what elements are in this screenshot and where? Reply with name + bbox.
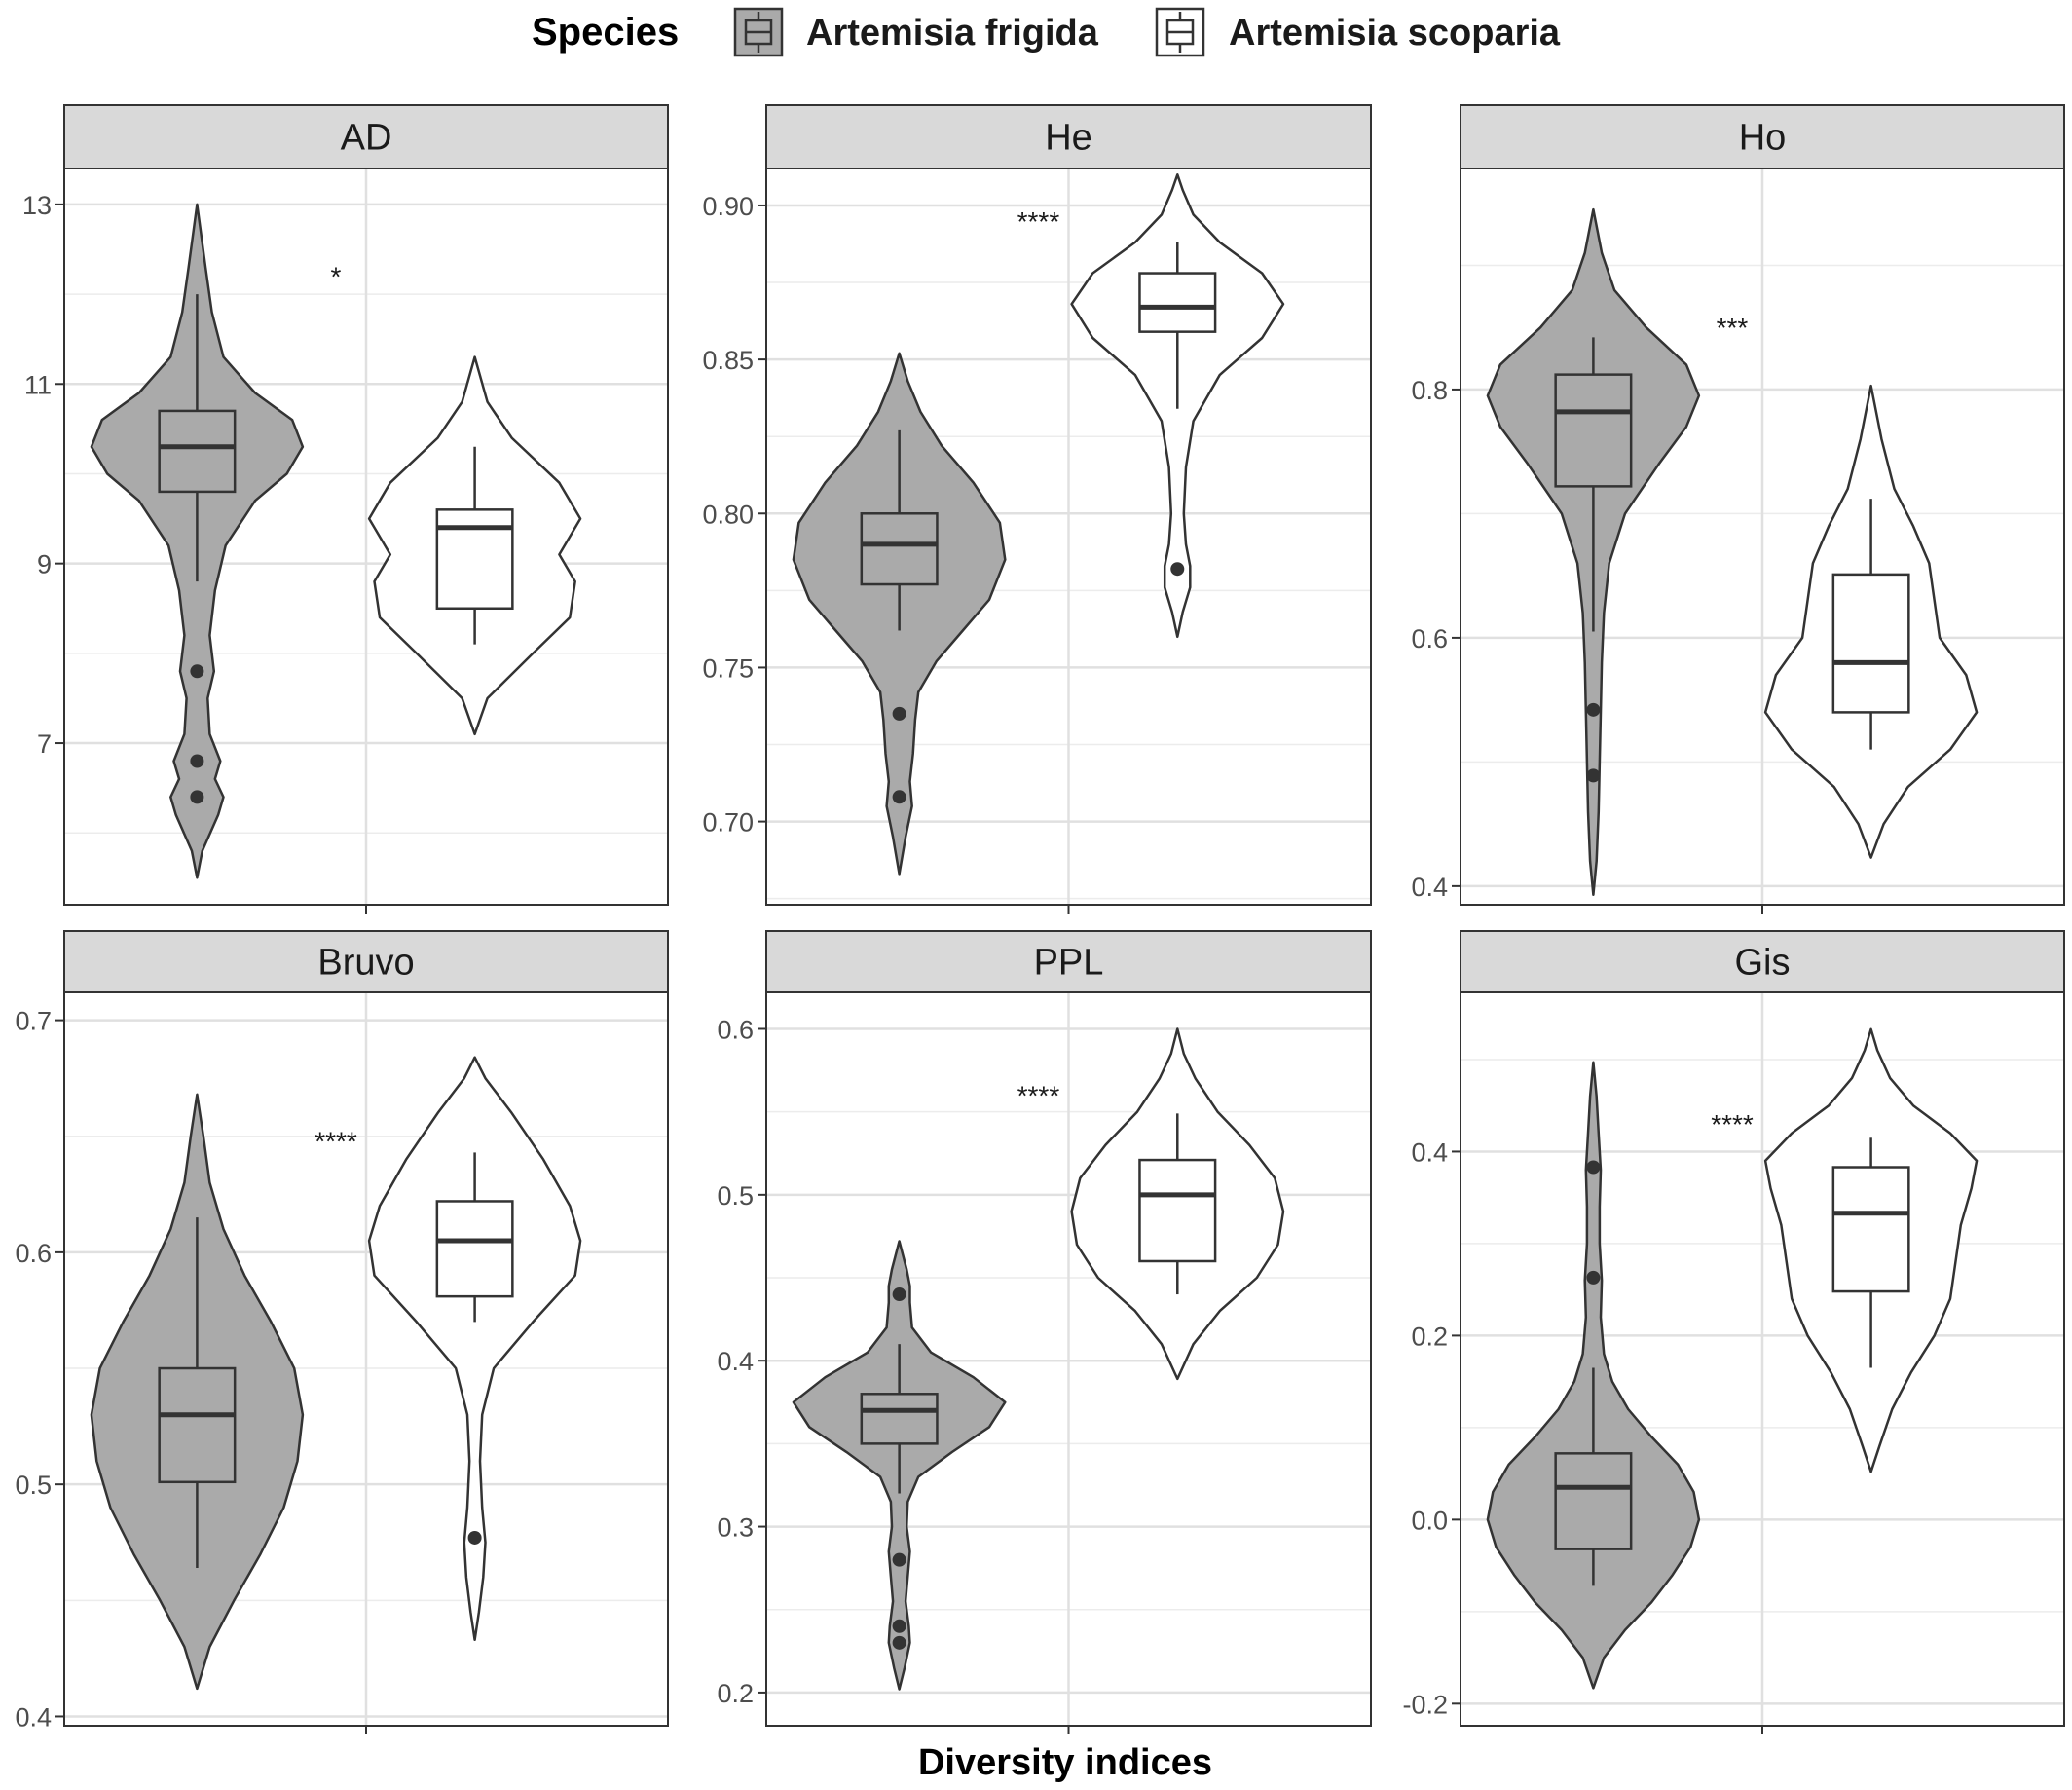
significance-label: * xyxy=(331,262,342,292)
outlier-point xyxy=(190,790,204,804)
y-tick-label: 0.7 xyxy=(15,1007,52,1036)
box xyxy=(435,1200,514,1298)
strip-bruvo xyxy=(63,930,669,993)
panel-ppl: **** PPL 0.2 0.3 0.4 0.5 0.6 xyxy=(717,930,1372,1734)
series-artemisia-frigida xyxy=(90,1093,305,1691)
box xyxy=(860,512,939,586)
panel-ho: *** Ho 0.4 0.6 0.8 xyxy=(1411,104,2065,914)
series-artemisia-scoparia xyxy=(1763,384,1979,859)
outlier-point xyxy=(892,790,906,804)
strip-ho xyxy=(1460,104,2065,169)
legend-key-artemisia-frigida xyxy=(733,7,784,57)
box xyxy=(1138,272,1217,333)
outlier-point xyxy=(1586,1270,1601,1285)
outlier-point xyxy=(892,1635,906,1650)
y-tick-label: 0.70 xyxy=(702,808,754,838)
y-tick-label: 0.4 xyxy=(1411,873,1448,902)
y-tick-label: 0.5 xyxy=(15,1471,52,1500)
outlier-point xyxy=(892,1287,906,1302)
y-tick-label: 0.5 xyxy=(717,1181,754,1211)
y-tick-label: 0.4 xyxy=(717,1347,754,1376)
outlier-point xyxy=(1586,768,1601,783)
y-tick-label: 0.75 xyxy=(702,653,754,683)
y-tick-label: 0.2 xyxy=(1411,1322,1448,1351)
box xyxy=(158,409,237,494)
y-tick-label: 0.6 xyxy=(1411,624,1448,653)
y-tick-label: 0.8 xyxy=(1411,376,1448,405)
strip-ad xyxy=(63,104,669,169)
box xyxy=(435,508,514,611)
violin xyxy=(367,1056,582,1642)
y-tick-label: 0.90 xyxy=(702,192,754,221)
strip-label: Ho xyxy=(1739,118,1787,159)
panels: * AD 7 9 11 13 **** He 0.70 0.75 0.80 0.85 0.90 *** Ho… xyxy=(15,104,2065,1734)
y-tick-label: 0.6 xyxy=(15,1239,52,1268)
y-tick-label: 0.2 xyxy=(717,1679,754,1708)
y-tick-label: 0.6 xyxy=(717,1015,754,1044)
box xyxy=(1832,1166,1910,1293)
strip-he xyxy=(765,104,1372,169)
x-axis-title: Diversity indices xyxy=(918,1742,1212,1783)
strip-label: PPL xyxy=(1034,943,1104,984)
legend-key-artemisia-scoparia xyxy=(1155,7,1205,57)
outlier-point xyxy=(190,754,204,768)
y-tick-label: 0.4 xyxy=(15,1702,52,1732)
legend-label-artemisia-scoparia: Artemisia scoparia xyxy=(1229,13,1561,54)
box xyxy=(1554,1452,1633,1550)
series-artemisia-frigida xyxy=(1486,1061,1701,1690)
y-tick-label: 0.3 xyxy=(717,1513,754,1543)
y-tick-label: 0.80 xyxy=(702,500,754,529)
y-tick-label: 9 xyxy=(37,550,52,579)
legend: Species Artemisia frigida Artemisia scop… xyxy=(532,7,1561,57)
panel-gis: **** Gis -0.2 0.0 0.2 0.4 xyxy=(1402,930,2065,1734)
box xyxy=(1832,573,1910,714)
box xyxy=(1138,1158,1217,1263)
series-artemisia-scoparia xyxy=(1763,1027,1979,1473)
legend-title: Species xyxy=(532,11,679,54)
legend-label-artemisia-frigida: Artemisia frigida xyxy=(806,13,1099,54)
panel-ad: * AD 7 9 11 13 xyxy=(22,104,669,914)
significance-label: **** xyxy=(1018,1081,1060,1111)
outlier-point xyxy=(467,1530,482,1545)
series-artemisia-frigida xyxy=(792,1240,1007,1691)
y-tick-label: 0.0 xyxy=(1411,1506,1448,1535)
series-artemisia-scoparia xyxy=(1070,1027,1285,1381)
significance-label: *** xyxy=(1717,313,1749,343)
y-tick-label: 11 xyxy=(24,370,52,399)
series-artemisia-scoparia xyxy=(1070,173,1285,639)
strip-label: He xyxy=(1045,118,1092,159)
series-artemisia-scoparia xyxy=(367,355,582,736)
box xyxy=(158,1366,237,1484)
significance-label: **** xyxy=(314,1127,357,1157)
outlier-point xyxy=(1586,702,1601,717)
box xyxy=(860,1393,939,1445)
strip-ppl xyxy=(765,930,1372,993)
outlier-point xyxy=(1170,562,1185,577)
outlier-point xyxy=(1586,1160,1601,1175)
outlier-point xyxy=(892,1552,906,1567)
series-artemisia-scoparia xyxy=(367,1056,582,1642)
y-tick-label: 0.4 xyxy=(1411,1137,1448,1167)
strip-gis xyxy=(1460,930,2065,993)
series-artemisia-frigida xyxy=(792,352,1007,876)
significance-label: **** xyxy=(1711,1109,1754,1139)
strip-label: Gis xyxy=(1735,943,1791,984)
panel-he: **** He 0.70 0.75 0.80 0.85 0.90 xyxy=(702,104,1372,914)
outlier-point xyxy=(892,1619,906,1633)
outlier-point xyxy=(190,664,204,679)
y-tick-label: 0.85 xyxy=(702,346,754,375)
series-artemisia-frigida xyxy=(90,203,305,879)
significance-label: **** xyxy=(1018,206,1060,237)
outlier-point xyxy=(892,706,906,721)
strip-label: AD xyxy=(341,118,392,159)
series-artemisia-frigida xyxy=(1486,207,1701,897)
strip-label: Bruvo xyxy=(317,943,414,984)
y-tick-label: 13 xyxy=(22,191,52,220)
y-tick-label: 7 xyxy=(37,729,52,759)
y-tick-label: -0.2 xyxy=(1402,1690,1448,1719)
box xyxy=(1554,373,1633,488)
panel-bruvo: **** Bruvo 0.4 0.5 0.6 0.7 xyxy=(15,930,669,1734)
